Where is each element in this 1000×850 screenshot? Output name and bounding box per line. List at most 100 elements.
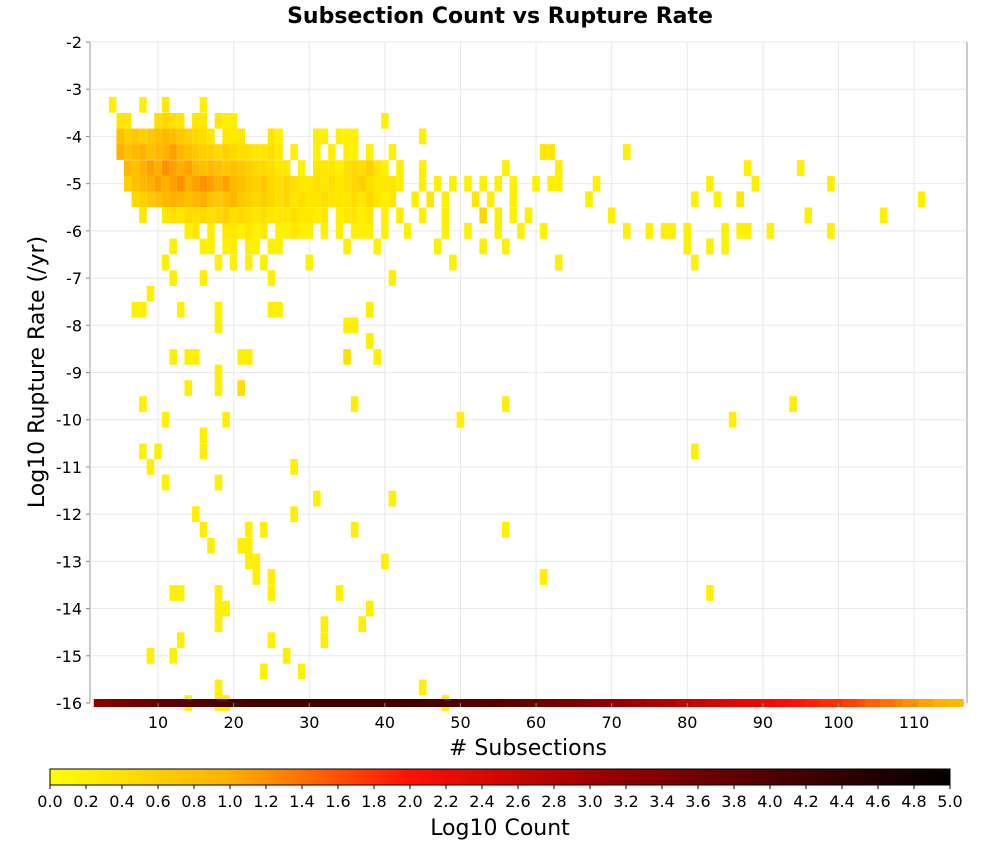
heatmap-cell [207, 207, 215, 224]
heatmap-cell [335, 191, 344, 208]
heatmap-cell [418, 128, 427, 145]
heatmap-cell [161, 474, 170, 491]
heatmap-cell [146, 160, 155, 176]
heatmap-cell [154, 128, 162, 145]
heatmap-cell [244, 349, 253, 365]
heatmap-cell [418, 207, 427, 224]
heatmap-cell-bottom [812, 699, 821, 707]
heatmap-cell [335, 222, 344, 239]
heatmap-cell [418, 160, 427, 176]
heatmap-cell [358, 160, 366, 176]
heatmap-cell [161, 112, 170, 129]
heatmap-cell [343, 317, 351, 334]
heatmap-cell [192, 349, 200, 365]
heatmap-cell [396, 175, 404, 192]
heatmap-cell [222, 411, 230, 428]
heatmap-cell [275, 207, 283, 224]
heatmap-cell [426, 191, 434, 208]
heatmap-cell [252, 553, 261, 570]
heatmap-cell [176, 160, 185, 176]
heatmap-cell-bottom [842, 699, 851, 707]
x-tick-label: 60 [526, 713, 546, 732]
heatmap-cell [713, 191, 722, 208]
heatmap-cell [396, 207, 404, 224]
heatmap-cell [305, 222, 314, 239]
heatmap-cell [350, 317, 359, 334]
heatmap-cell [176, 128, 185, 145]
heatmap-cell [373, 238, 382, 255]
heatmap-cell [547, 175, 555, 192]
heatmap-cell [222, 112, 230, 129]
heatmap-cell [736, 222, 744, 239]
heatmap-cell [388, 490, 397, 507]
heatmap-cell [252, 569, 261, 585]
heatmap-cell-bottom [441, 699, 450, 707]
heatmap-cell [244, 144, 253, 160]
heatmap-cell [124, 112, 132, 129]
heatmap-cell [290, 175, 298, 192]
heatmap-cell [139, 396, 147, 412]
colorbar-tick-label: 4.4 [829, 792, 854, 811]
heatmap-cell [199, 521, 208, 538]
heatmap-cell [358, 222, 366, 239]
heatmap-cell [222, 160, 230, 176]
heatmap-cell [214, 160, 223, 176]
heatmap-cell [880, 207, 888, 224]
heatmap-cell [502, 238, 510, 255]
colorbar-tick-label: 4.6 [865, 792, 890, 811]
heatmap-cell [214, 600, 223, 617]
heatmap-cell [244, 537, 253, 554]
heatmap-cell [267, 144, 276, 160]
heatmap-cell [305, 207, 314, 224]
heatmap-cell [124, 144, 132, 160]
y-tick-label: -5 [66, 175, 82, 194]
heatmap-cell [509, 191, 518, 208]
heatmap-cell [388, 191, 397, 208]
heatmap-cell [229, 207, 238, 224]
heatmap-cell [192, 207, 200, 224]
heatmap-cell [267, 301, 276, 318]
heatmap-cell [358, 207, 366, 224]
heatmap-cell [229, 238, 238, 255]
heatmap-cell [449, 175, 457, 192]
heatmap-cell [494, 222, 503, 239]
heatmap-cell [365, 207, 374, 224]
heatmap-cell-bottom [131, 699, 140, 707]
colorbar-tick-label: 2.0 [397, 792, 422, 811]
heatmap-cell [335, 207, 344, 224]
heatmap-cell [623, 144, 631, 160]
heatmap-cell [350, 144, 359, 160]
heatmap-cell [313, 490, 321, 507]
heatmap-cell [222, 207, 230, 224]
y-tick-label: -14 [56, 600, 82, 619]
heatmap-cell [403, 222, 412, 239]
heatmap-cell [229, 112, 238, 129]
heatmap-cell [169, 270, 177, 286]
y-tick-label: -8 [66, 316, 82, 335]
heatmap-cell [139, 160, 147, 176]
heatmap-cell [343, 191, 351, 208]
heatmap-cell [161, 207, 170, 224]
heatmap-cell [275, 222, 283, 239]
heatmap-cell [244, 553, 253, 570]
heatmap-cell [214, 144, 223, 160]
heatmap-cell [108, 96, 117, 113]
heatmap-cell [547, 144, 555, 160]
heatmap-cell [214, 191, 223, 208]
heatmap-cell [260, 663, 268, 680]
heatmap-cell-bottom [320, 699, 329, 707]
heatmap-cell-bottom [660, 699, 669, 707]
heatmap-cell [161, 411, 170, 428]
heatmap-cell [154, 443, 162, 460]
heatmap-cell [343, 160, 351, 176]
heatmap-cell [214, 364, 223, 381]
heatmap-cell [131, 144, 140, 160]
heatmap-cell [282, 160, 291, 176]
heatmap-cell [433, 238, 442, 255]
heatmap-cell [161, 128, 170, 145]
heatmap-cell-bottom [872, 699, 881, 707]
heatmap-cell [207, 144, 215, 160]
x-tick-label: 100 [823, 713, 854, 732]
heatmap-cell-bottom [691, 699, 700, 707]
heatmap-cell [260, 144, 268, 160]
